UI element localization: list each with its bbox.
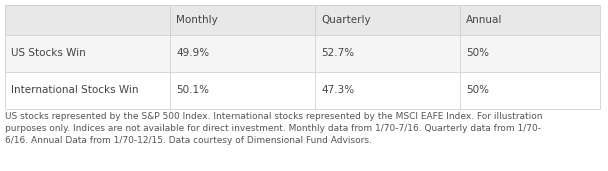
Bar — [460, 72, 600, 109]
Bar — [5, 35, 170, 72]
Text: 50%: 50% — [466, 86, 489, 95]
Bar — [170, 35, 315, 72]
Bar — [460, 5, 600, 35]
Text: 50%: 50% — [466, 49, 489, 58]
Bar — [170, 72, 315, 109]
Bar — [315, 72, 460, 109]
Bar — [5, 72, 170, 109]
Bar — [460, 5, 600, 35]
Bar — [315, 5, 460, 35]
Bar — [460, 35, 600, 72]
Text: International Stocks Win: International Stocks Win — [11, 86, 139, 95]
Bar — [5, 35, 170, 72]
Bar — [5, 5, 170, 35]
Text: 47.3%: 47.3% — [321, 86, 354, 95]
Bar — [5, 72, 170, 109]
Bar — [315, 5, 460, 35]
Text: US Stocks Win: US Stocks Win — [11, 49, 86, 58]
Bar — [315, 35, 460, 72]
Bar — [460, 35, 600, 72]
Bar — [170, 5, 315, 35]
Text: 50.1%: 50.1% — [176, 86, 209, 95]
Text: 49.9%: 49.9% — [176, 49, 209, 58]
Bar — [170, 35, 315, 72]
Text: Annual: Annual — [466, 15, 502, 25]
Bar — [170, 72, 315, 109]
Bar — [315, 35, 460, 72]
Text: 52.7%: 52.7% — [321, 49, 354, 58]
Bar — [170, 5, 315, 35]
Bar — [460, 72, 600, 109]
Bar — [315, 72, 460, 109]
Text: Quarterly: Quarterly — [321, 15, 371, 25]
Text: US stocks represented by the S&P 500 Index. International stocks represented by : US stocks represented by the S&P 500 Ind… — [5, 112, 542, 145]
Bar — [5, 5, 170, 35]
Text: Monthly: Monthly — [176, 15, 218, 25]
